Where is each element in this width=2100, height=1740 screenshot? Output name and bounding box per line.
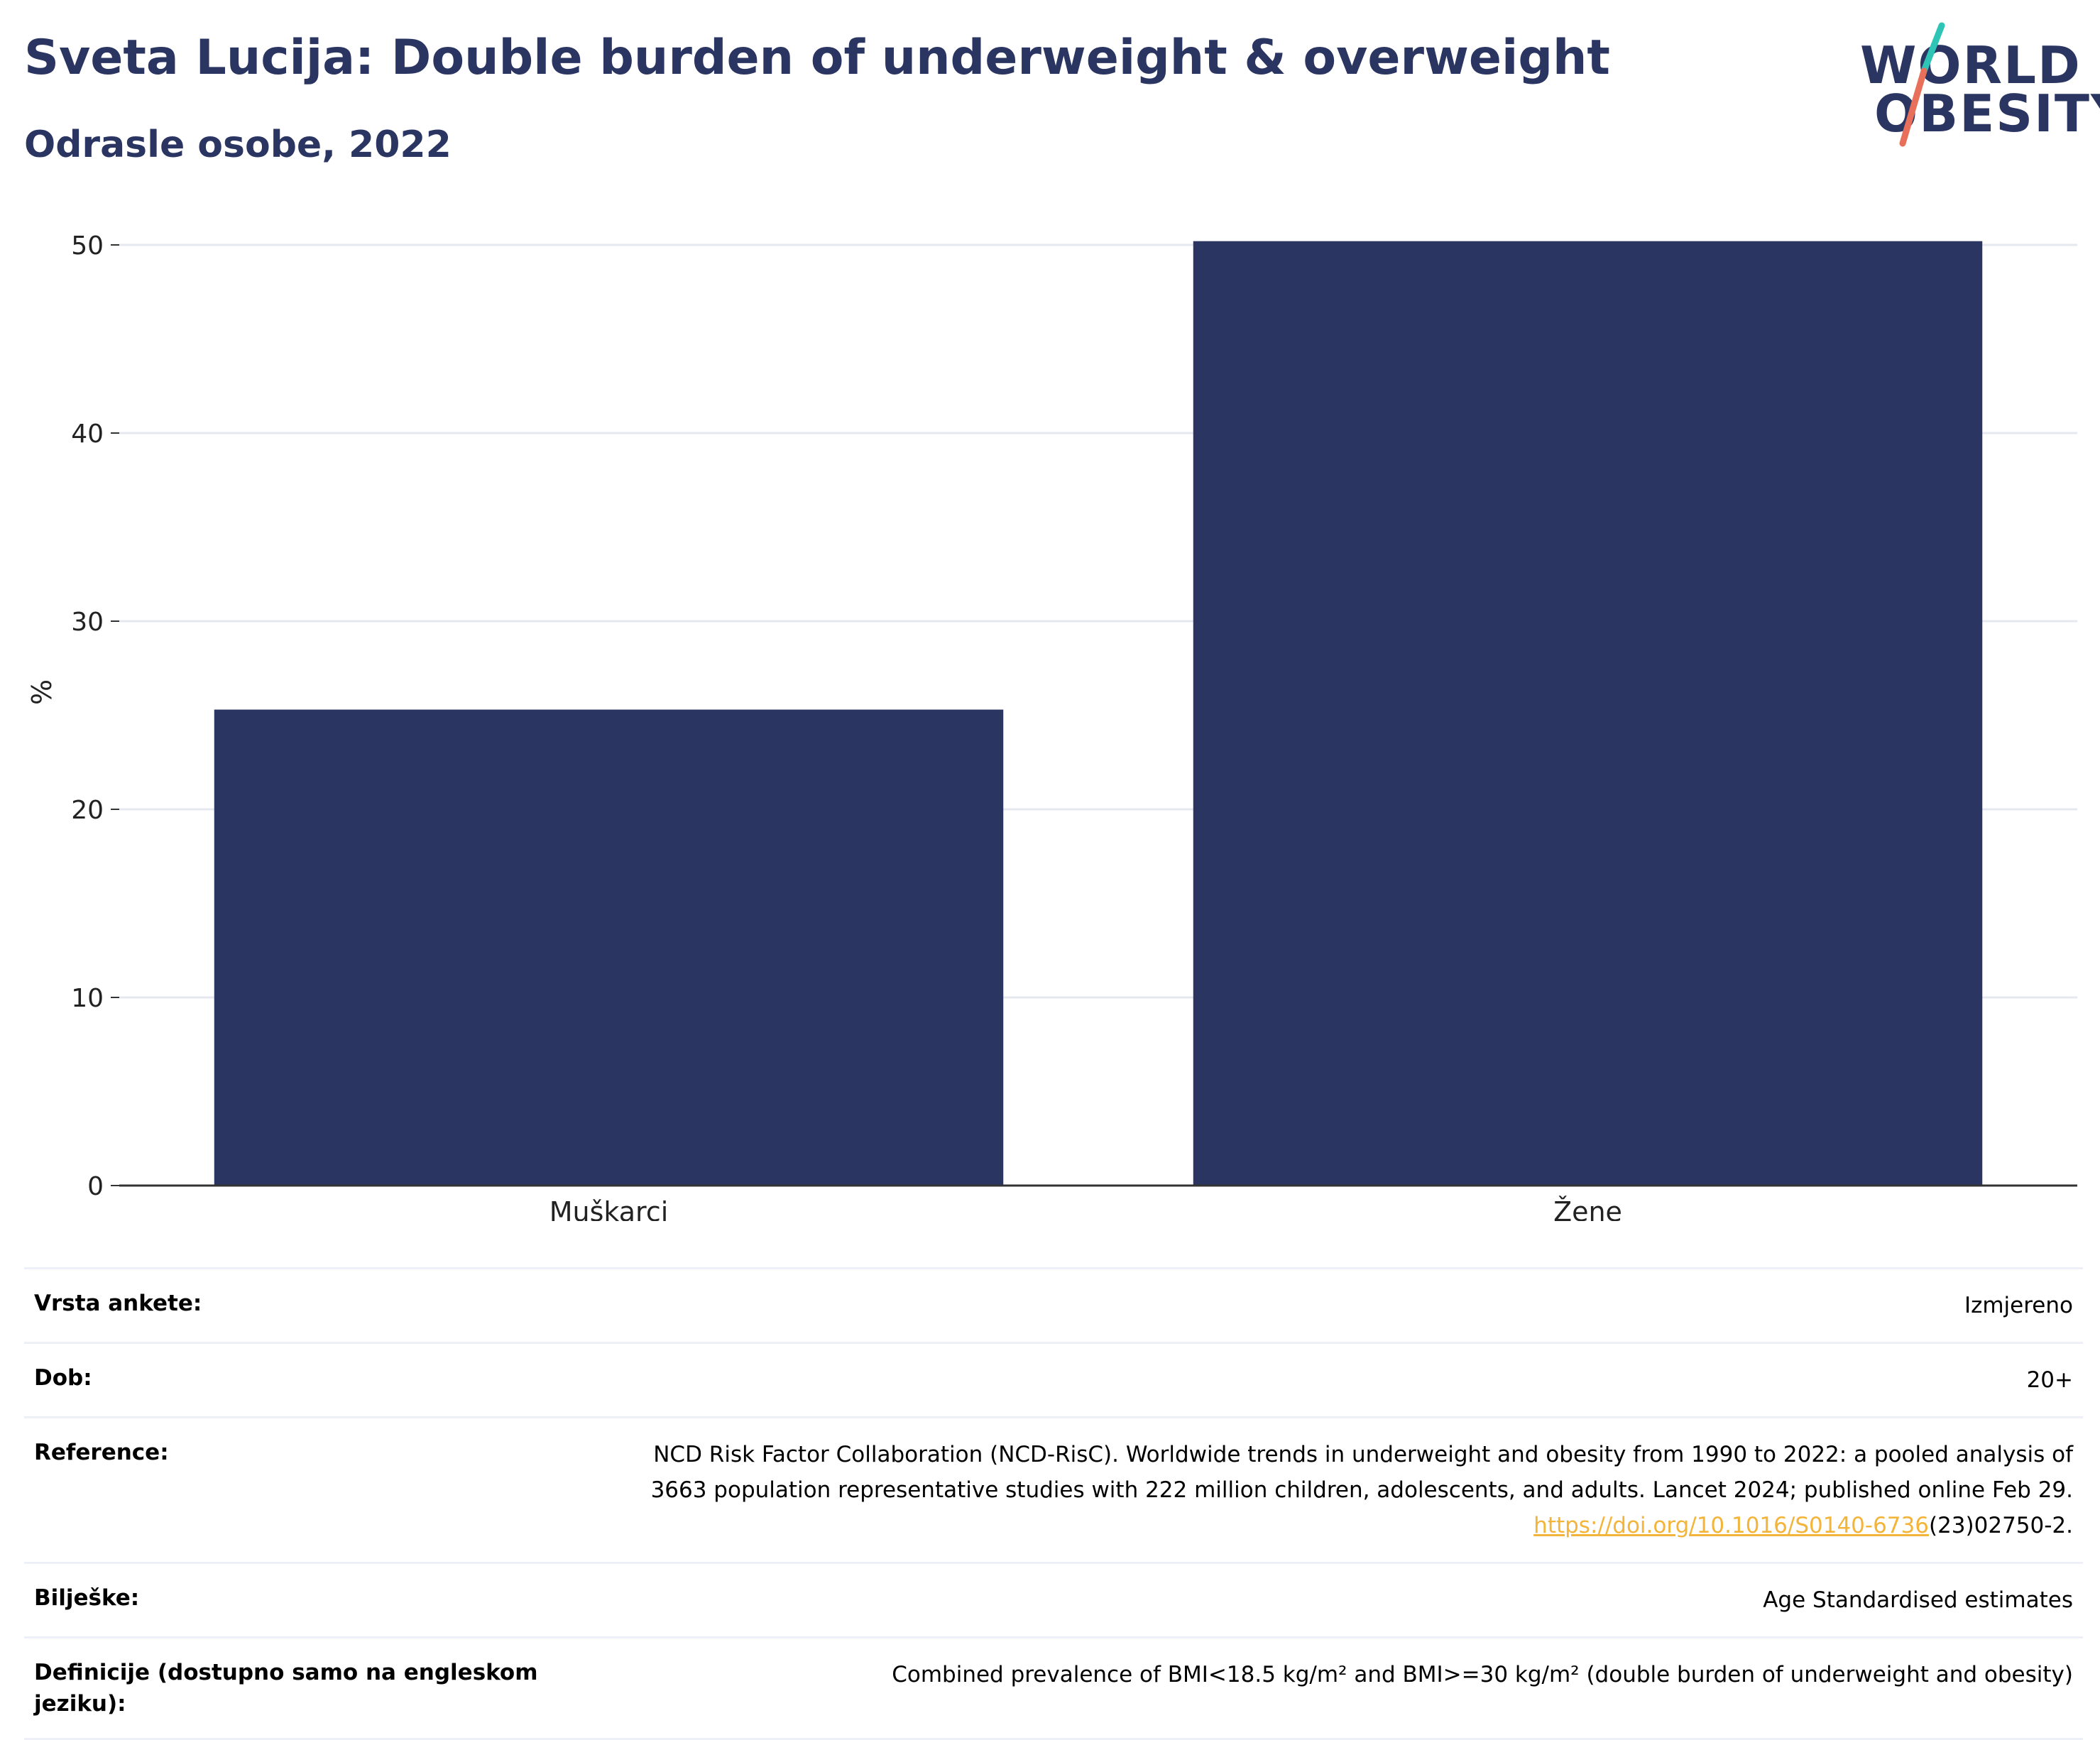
y-tick-label: 30: [71, 608, 104, 637]
y-tick-label: 40: [71, 420, 104, 449]
reference-line-1: NCD Risk Factor Collaboration (NCD-RisC)…: [653, 1442, 2073, 1467]
world-obesity-logo: WORLD OBESITY: [1853, 21, 2100, 149]
info-row-age: Dob: 20+: [24, 1342, 2083, 1416]
reference-doi-link[interactable]: https://doi.org/10.1016/S0140-6736: [1533, 1513, 1929, 1538]
reference-value: NCD Risk Factor Collaboration (NCD-RisC)…: [545, 1437, 2073, 1543]
age-value: 20+: [2026, 1367, 2073, 1393]
info-table: Vrsta ankete: Izmjereno Dob: 20+ Referen…: [24, 1267, 2083, 1740]
y-tick-label: 10: [71, 984, 104, 1013]
notes-value: Age Standardised estimates: [1763, 1587, 2073, 1613]
chart-title: Sveta Lucija: Double burden of underweig…: [24, 30, 1610, 86]
age-label: Dob:: [34, 1365, 92, 1391]
definitions-value: Combined prevalence of BMI<18.5 kg/m² an…: [892, 1662, 2073, 1687]
chart-subtitle: Odrasle osobe, 2022: [24, 124, 452, 166]
x-tick-label: Žene: [1553, 1196, 1622, 1221]
info-row-definitions: Definicije (dostupno samo na engleskom j…: [24, 1636, 2083, 1740]
reference-line-3: https://doi.org/10.1016/S0140-6736(23)02…: [545, 1508, 2073, 1543]
definitions-label: Definicije (dostupno samo na engleskom j…: [34, 1660, 538, 1717]
info-row-notes: Bilješke: Age Standardised estimates: [24, 1562, 2083, 1636]
reference-tail: (23)02750-2.: [1928, 1513, 2073, 1538]
survey-type-label: Vrsta ankete:: [34, 1291, 202, 1316]
y-tick-label: 20: [71, 796, 104, 825]
reference-line-2: 3663 population representative studies w…: [650, 1477, 2073, 1503]
bar-women: [1193, 241, 1983, 1186]
info-row-reference: Reference: NCD Risk Factor Collaboration…: [24, 1416, 2083, 1562]
logo-slash-icon: [1899, 22, 1945, 147]
reference-label: Reference:: [34, 1440, 169, 1465]
bar-men: [214, 709, 1004, 1186]
bars: [214, 241, 1983, 1186]
logo-word-world: WORLD: [1860, 35, 2082, 95]
y-tick-label: 50: [71, 231, 104, 261]
y-axis-label: %: [26, 679, 58, 705]
x-tick-label: Muškarci: [549, 1196, 669, 1221]
notes-label: Bilješke:: [34, 1585, 140, 1611]
bar-chart: 0 10 20 30 40 50 Muškarci Žene %: [26, 231, 2077, 1221]
info-row-survey-type: Vrsta ankete: Izmjereno: [24, 1267, 2083, 1342]
axes: 0 10 20 30 40 50 Muškarci Žene: [71, 231, 2077, 1221]
survey-type-value: Izmjereno: [1964, 1293, 2073, 1318]
y-tick-label: 0: [87, 1172, 104, 1201]
